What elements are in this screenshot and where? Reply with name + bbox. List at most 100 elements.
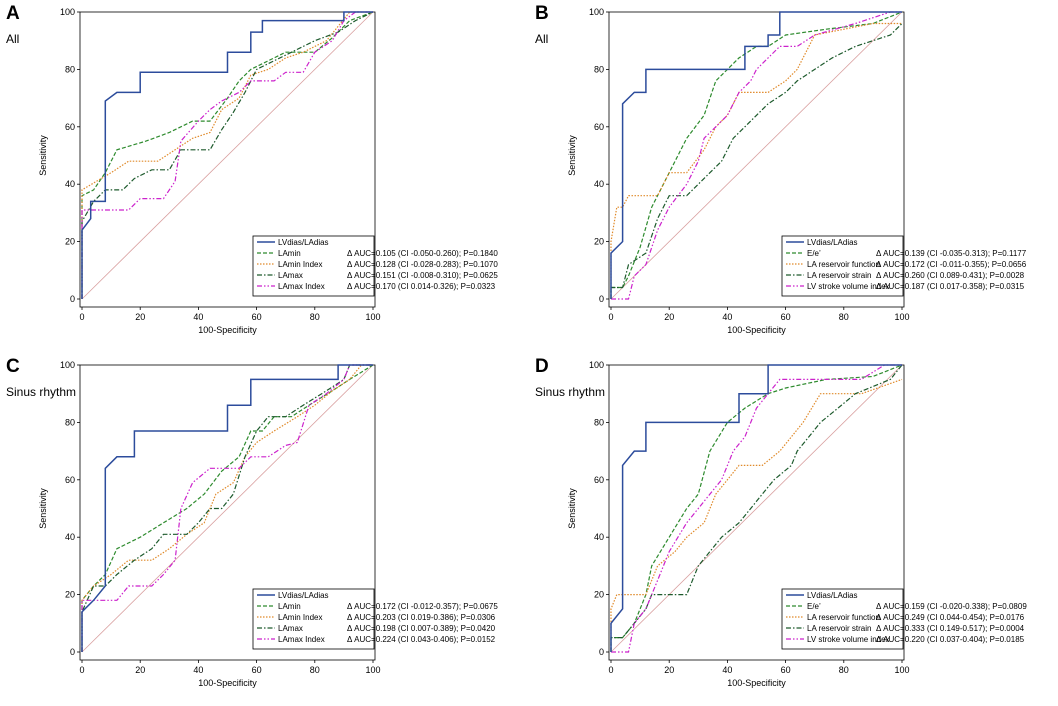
panel-a: A All 0 20 40 60 80 100 0 20 40 60 80 100 100-Specific… <box>0 0 529 353</box>
legend-entry-name: LV stroke volume index <box>807 635 890 644</box>
legend-entry-name: LAmin <box>278 249 301 258</box>
roc-chart-b: B All 0 20 40 60 80 100 0 20 40 60 80 100 100-Specific… <box>535 3 1027 335</box>
panel-letter: D <box>535 356 549 377</box>
panel-c: C Sinus rhythm 0 20 40 60 80 100 0 20 40 60 80 100 100… <box>0 353 529 706</box>
roc-curve-0 <box>81 11 373 299</box>
y-tick-label: 40 <box>65 179 75 189</box>
x-tick-label: 20 <box>664 312 674 322</box>
roc-curve-4 <box>611 364 902 653</box>
legend-entry-stat: Δ AUC=0.170 (CI 0.014-0.326); P=0.0323 <box>347 282 496 291</box>
legend-entry-stat: Δ AUC=0.249 (CI 0.044-0.454); P=0.0176 <box>876 613 1025 622</box>
legend-entry-name: LVdias/LAdias <box>807 238 858 247</box>
roc-curve-4 <box>81 364 373 652</box>
x-tick-label: 0 <box>608 665 613 675</box>
y-tick-label: 0 <box>599 294 604 304</box>
y-tick-label: 80 <box>65 417 75 427</box>
legend-entry-name: LA reservoir function <box>807 613 880 622</box>
y-tick-label: 100 <box>589 7 604 17</box>
legend-entry-stat: Δ AUC=0.333 (CI 0.149-0.517); P=0.0004 <box>876 624 1025 633</box>
plot-frame <box>79 11 376 308</box>
legend-entry-stat: Δ AUC=0.172 (CI -0.012-0.357); P=0.0675 <box>347 602 498 611</box>
x-tick-label: 80 <box>310 312 320 322</box>
x-tick-label: 0 <box>79 312 84 322</box>
x-tick-label: 100 <box>365 665 380 675</box>
y-tick-label: 100 <box>589 360 604 370</box>
roc-curve-1 <box>610 11 903 299</box>
x-tick-label: 0 <box>79 665 84 675</box>
x-tick-label: 60 <box>252 312 262 322</box>
legend-entry-name: LAmin Index <box>278 260 322 269</box>
y-tick-label: 0 <box>70 294 75 304</box>
x-tick-label: 80 <box>310 665 320 675</box>
panel-letter: B <box>535 3 549 24</box>
legend-entry-stat: Δ AUC=0.105 (CI -0.050-0.260); P=0.1840 <box>347 249 498 258</box>
legend-entry-stat: Δ AUC=0.198 (CI 0.007-0.389); P=0.0420 <box>347 624 496 633</box>
legend-entry-stat: Δ AUC=0.159 (CI -0.020-0.338); P=0.0809 <box>876 602 1027 611</box>
panel-b: B All 0 20 40 60 80 100 0 20 40 60 80 100 100-Specific… <box>529 0 1058 353</box>
roc-curve-4 <box>81 11 373 299</box>
cohort-label: Sinus rhythm <box>6 385 76 399</box>
y-tick-label: 100 <box>60 360 75 370</box>
roc-curve-0 <box>610 364 902 652</box>
y-tick-label: 20 <box>65 590 75 600</box>
y-tick-label: 60 <box>65 475 75 485</box>
legend-entry-name: LA reservoir function <box>807 260 880 269</box>
y-tick-label: 20 <box>594 237 604 247</box>
y-axis-label: Sensitivity <box>567 488 577 529</box>
plot-frame <box>608 364 905 661</box>
y-tick-label: 100 <box>60 7 75 17</box>
y-tick-label: 60 <box>65 122 75 132</box>
roc-curve-3 <box>610 23 903 299</box>
x-axis-label: 100-Specificity <box>198 325 257 335</box>
y-tick-label: 60 <box>594 475 604 485</box>
legend-entry-stat: Δ AUC=0.203 (CI 0.019-0.386); P=0.0306 <box>347 613 496 622</box>
legend-entry-name: LA reservoir strain <box>807 624 871 633</box>
y-axis-label: Sensitivity <box>38 135 48 176</box>
roc-curve-2 <box>610 378 903 652</box>
legend-entry-stat: Δ AUC=0.260 (CI 0.089-0.431); P=0.0028 <box>876 271 1025 280</box>
legend-entry-name: E/e’ <box>807 602 821 611</box>
roc-curve-2 <box>81 364 373 652</box>
legend-entry-name: LAmax Index <box>278 282 325 291</box>
legend-entry-name: LAmax <box>278 624 303 633</box>
cohort-label: All <box>535 32 548 46</box>
panel-d: D Sinus rhythm 0 20 40 60 80 100 0 20 40 60 80 100 100… <box>529 353 1058 706</box>
y-tick-label: 0 <box>70 647 75 657</box>
y-tick-label: 80 <box>594 64 604 74</box>
roc-chart-c: C Sinus rhythm 0 20 40 60 80 100 0 20 40 60 80 100 100… <box>6 356 498 688</box>
x-tick-label: 80 <box>839 312 849 322</box>
y-axis-label: Sensitivity <box>38 488 48 529</box>
roc-curve-1 <box>81 11 374 299</box>
legend-entry-name: LV stroke volume index <box>807 282 890 291</box>
y-tick-label: 40 <box>594 532 604 542</box>
x-tick-label: 20 <box>135 312 145 322</box>
y-tick-label: 80 <box>594 417 604 427</box>
reference-diagonal <box>610 364 903 653</box>
x-tick-label: 40 <box>722 665 732 675</box>
legend-entry-stat: Δ AUC=0.224 (CI 0.043-0.406); P=0.0152 <box>347 635 496 644</box>
x-tick-label: 100 <box>894 665 909 675</box>
x-tick-label: 60 <box>781 665 791 675</box>
reference-diagonal <box>81 11 374 300</box>
legend-entry-name: LVdias/LAdias <box>807 591 858 600</box>
legend-entry-name: LAmax <box>278 271 303 280</box>
legend-entry-stat: Δ AUC=0.128 (CI -0.028-0.283); P=0.1070 <box>347 260 498 269</box>
plot-frame <box>608 11 905 308</box>
y-tick-label: 40 <box>594 179 604 189</box>
roc-chart-d: D Sinus rhythm 0 20 40 60 80 100 0 20 40 60 80 100 100… <box>535 356 1027 688</box>
legend-entry-name: LAmin <box>278 602 301 611</box>
x-tick-label: 40 <box>193 312 203 322</box>
roc-curve-2 <box>81 11 373 299</box>
y-tick-label: 20 <box>65 237 75 247</box>
x-tick-label: 20 <box>664 665 674 675</box>
x-tick-label: 60 <box>781 312 791 322</box>
y-axis-label: Sensitivity <box>567 135 577 176</box>
x-tick-label: 40 <box>193 665 203 675</box>
y-tick-label: 40 <box>65 532 75 542</box>
cohort-label: All <box>6 32 19 46</box>
legend-entry-name: LVdias/LAdias <box>278 238 329 247</box>
x-tick-label: 40 <box>722 312 732 322</box>
cohort-label: Sinus rhythm <box>535 385 605 399</box>
panel-letter: C <box>6 356 20 377</box>
y-tick-label: 60 <box>594 122 604 132</box>
